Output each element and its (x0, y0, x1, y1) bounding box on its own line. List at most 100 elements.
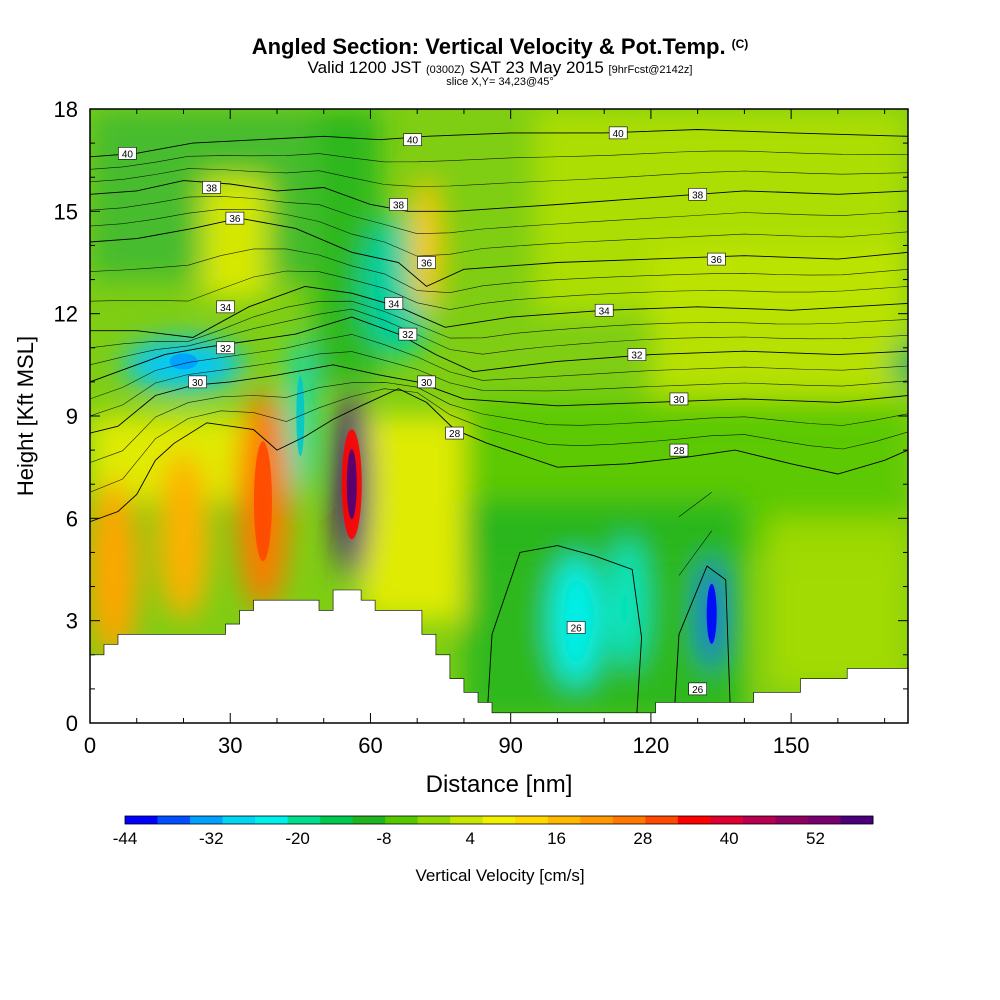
theta-contour (90, 129, 908, 158)
colorbar-cell (807, 816, 841, 824)
valid-main: Valid 1200 JST (307, 58, 422, 77)
colorbar-cell (222, 816, 256, 824)
contour-label-box (202, 181, 221, 194)
theta-contour (90, 180, 908, 212)
contour-label: 40 (122, 149, 134, 160)
x-tick-label: 30 (218, 733, 242, 758)
valid-zone: (0300Z) (426, 64, 465, 76)
colorbar-tick-label: 16 (547, 829, 566, 848)
theta-contour (90, 388, 908, 523)
contour-label-box (608, 126, 628, 140)
contour-label: 30 (192, 378, 204, 389)
contour-label-box (594, 303, 614, 317)
velocity-feature (90, 479, 140, 660)
colorbar-tick-label: -20 (285, 829, 310, 848)
contour-label-box (566, 621, 586, 634)
contour-label-box (627, 348, 647, 361)
theta-contour (673, 565, 731, 713)
theta-contour-minor (90, 248, 908, 294)
colorbar-cell (450, 816, 484, 824)
contour-label-box (384, 297, 404, 310)
velocity-feature (410, 175, 443, 316)
theta-contour (90, 316, 908, 383)
theta-contour-minor (90, 351, 908, 417)
theta-contour-minor (90, 334, 908, 400)
contour-label: 32 (402, 330, 414, 341)
colorbar-cell (417, 816, 451, 824)
velocity-feature (550, 555, 603, 686)
x-tick-label: 150 (773, 733, 810, 758)
contour-label: 34 (599, 306, 611, 317)
y-tick-label: 6 (66, 506, 78, 531)
chart-slice-line: slice X,Y= 34,23@45° (446, 76, 554, 88)
x-tick-label: 90 (498, 733, 522, 758)
valid-date: SAT 23 May 2015 (469, 58, 604, 77)
theta-contour-minor (678, 491, 712, 518)
theta-contours (90, 129, 908, 713)
colorbar-cell (677, 816, 711, 824)
colorbar-cell (612, 816, 646, 824)
colorbar-label: Vertical Velocity [cm/s] (415, 866, 584, 885)
colorbar-cell (775, 816, 809, 824)
theta-contour-minor (90, 308, 908, 366)
y-tick-label: 9 (66, 404, 78, 429)
contour-label-box (669, 392, 689, 406)
contour-label: 36 (711, 255, 723, 266)
theta-contour-minor (90, 300, 908, 349)
contour-label-box (688, 187, 707, 201)
chart-valid-line: Valid 1200 JST (0300Z) SAT 23 May 2015 [… (0, 58, 1000, 78)
colorbar-cell (287, 816, 321, 824)
colorbar-cell (125, 816, 159, 824)
y-tick-label: 12 (54, 302, 78, 327)
contour-label: 36 (421, 259, 433, 270)
colorbar-tick-label: 52 (806, 829, 825, 848)
theta-contour-minor (90, 195, 908, 235)
velocity-core (346, 449, 357, 520)
theta-contour (90, 217, 908, 287)
velocity-feature (890, 345, 908, 385)
theta-contour-minor (90, 150, 908, 170)
chart-title-text: Angled Section: Vertical Velocity & Pot.… (251, 34, 726, 59)
chart-title: Angled Section: Vertical Velocity & Pot.… (0, 34, 1000, 60)
velocity-feature (609, 538, 646, 669)
colorbar-cell (580, 816, 614, 824)
contour-label: 38 (393, 201, 405, 212)
theta-contour-minor (90, 388, 908, 493)
colorbar-tick-label: -8 (376, 829, 391, 848)
colorbar-tick-label: -32 (199, 829, 224, 848)
velocity-core (706, 583, 717, 644)
contour-label-box (707, 252, 726, 266)
colorbar-cell (515, 816, 549, 824)
colorbar-cell (190, 816, 224, 824)
colorbar-tick-label: 40 (720, 829, 739, 848)
velocity-field-soft (90, 109, 908, 723)
theta-contour-minor (678, 530, 712, 576)
contour-label: 38 (692, 190, 704, 201)
contour-label: 40 (613, 129, 625, 140)
terrain (90, 589, 908, 723)
colorbar-cell (742, 816, 776, 824)
velocity-field: 26 26 28 30 32 34 36 38 40 40 40 38 38 36 36 34 34 32 32 30… (90, 109, 908, 723)
contour-label-box (669, 443, 689, 457)
region-right-mid (650, 245, 908, 416)
colorbar-cell (157, 816, 191, 824)
y-tick-label: 3 (66, 609, 78, 634)
x-tick-label: 0 (84, 733, 96, 758)
valid-forecast: [9hrFcst@2142z] (608, 64, 693, 76)
theta-contour (90, 364, 908, 434)
contour-label: 32 (220, 344, 232, 355)
contour-label: 34 (220, 303, 232, 314)
region-center-yellow (361, 416, 464, 621)
colorbar-cell (645, 816, 679, 824)
colorbar: -44 -32 -20 -8 4 16 28 40 52 Vertical Velocity [c… (113, 815, 874, 885)
contour-label: 26 (692, 685, 704, 696)
colorbar-tick-label: -44 (113, 829, 138, 848)
contour-label-box (688, 682, 707, 696)
colorbar-cell (547, 816, 581, 824)
contour-label-box (403, 133, 422, 146)
contour-label-box (417, 375, 436, 389)
colorbar-tick-label: 4 (465, 829, 474, 848)
contour-label-box (188, 375, 207, 389)
